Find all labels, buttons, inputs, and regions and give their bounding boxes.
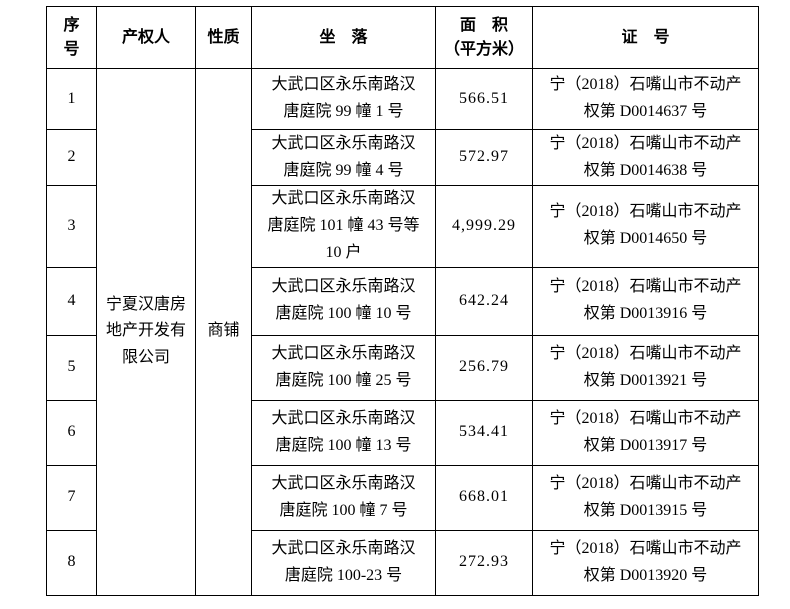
location-cell: 大武口区永乐南路汉 唐庭院 100 幢 10 号 (251, 266, 436, 336)
cert-cell: 宁（2018）石嘴山市不动产 权第 D0013915 号 (532, 464, 759, 531)
col-header-owner: 产权人 (96, 6, 196, 69)
col-header-cert: 证 号 (532, 6, 759, 69)
cert-cell: 宁（2018）石嘴山市不动产 权第 D0013916 号 (532, 266, 759, 336)
header-row: 序 号 产权人 性质 坐 落 面 积 （平方米） 证 号 (46, 6, 759, 69)
area-cell: 668.01 (435, 464, 533, 531)
area-cell: 256.79 (435, 334, 533, 401)
col-header-area: 面 积 （平方米） (435, 6, 533, 69)
row-index-cell: 1 (46, 68, 97, 130)
col-header-location: 坐 落 (251, 6, 436, 69)
area-cell: 4,999.29 (435, 185, 533, 268)
area-cell: 642.24 (435, 266, 533, 336)
row-index-cell: 3 (46, 185, 97, 268)
location-cell: 大武口区永乐南路汉 唐庭院 101 幢 43 号等 10 户 (251, 185, 436, 268)
document-page: 序 号 产权人 性质 坐 落 面 积 （平方米） 证 号 1 宁夏汉唐房 地产开发… (46, 6, 759, 596)
table-body: 1 宁夏汉唐房 地产开发有 限公司 商铺 大武口区永乐南路汉 唐庭院 99 幢 1 号… (46, 68, 759, 596)
row-index-cell: 5 (46, 334, 97, 401)
location-cell: 大武口区永乐南路汉 唐庭院 100-23 号 (251, 529, 436, 596)
table-header: 序 号 产权人 性质 坐 落 面 积 （平方米） 证 号 (46, 6, 759, 69)
area-cell: 566.51 (435, 68, 533, 130)
cert-cell: 宁（2018）石嘴山市不动产 权第 D0014650 号 (532, 185, 759, 268)
col-header-index: 序 号 (46, 6, 97, 69)
row-index-cell: 7 (46, 464, 97, 531)
location-cell: 大武口区永乐南路汉 唐庭院 100 幢 25 号 (251, 334, 436, 401)
row-index-cell: 8 (46, 529, 97, 596)
table-row: 4 大武口区永乐南路汉 唐庭院 100 幢 10 号 642.24 宁（2018）石嘴… (46, 266, 759, 336)
table-row: 3 大武口区永乐南路汉 唐庭院 101 幢 43 号等 10 户 4,999.29 宁… (46, 185, 759, 268)
col-header-nature: 性质 (195, 6, 252, 69)
owner-cell: 宁夏汉唐房 地产开发有 限公司 (96, 68, 196, 596)
table-row: 1 宁夏汉唐房 地产开发有 限公司 商铺 大武口区永乐南路汉 唐庭院 99 幢 1 号… (46, 68, 759, 596)
table-row: 2 大武口区永乐南路汉 唐庭院 99 幢 4 号 572.97 宁（2018）石嘴山市… (46, 129, 759, 186)
cert-cell: 宁（2018）石嘴山市不动产 权第 D0014637 号 (532, 68, 759, 130)
row-index-cell: 6 (46, 399, 97, 466)
location-cell: 大武口区永乐南路汉 唐庭院 99 幢 1 号 (251, 68, 436, 130)
table-row: 6 大武口区永乐南路汉 唐庭院 100 幢 13 号 534.41 宁（2018）石嘴… (46, 399, 759, 466)
cert-cell: 宁（2018）石嘴山市不动产 权第 D0013921 号 (532, 334, 759, 401)
cert-cell: 宁（2018）石嘴山市不动产 权第 D0014638 号 (532, 129, 759, 186)
nature-cell: 商铺 (195, 68, 252, 596)
row-index-cell: 2 (46, 129, 97, 186)
location-cell: 大武口区永乐南路汉 唐庭院 100 幢 7 号 (251, 464, 436, 531)
property-registry-table: 序 号 产权人 性质 坐 落 面 积 （平方米） 证 号 1 宁夏汉唐房 地产开发… (46, 6, 759, 596)
location-cell: 大武口区永乐南路汉 唐庭院 100 幢 13 号 (251, 399, 436, 466)
row-index-cell: 4 (46, 266, 97, 336)
area-cell: 272.93 (435, 529, 533, 596)
table-row: 8 大武口区永乐南路汉 唐庭院 100-23 号 272.93 宁（2018）石嘴山市… (46, 529, 759, 596)
cert-cell: 宁（2018）石嘴山市不动产 权第 D0013920 号 (532, 529, 759, 596)
cert-cell: 宁（2018）石嘴山市不动产 权第 D0013917 号 (532, 399, 759, 466)
table-row: 5 大武口区永乐南路汉 唐庭院 100 幢 25 号 256.79 宁（2018）石嘴… (46, 334, 759, 401)
area-cell: 572.97 (435, 129, 533, 186)
area-cell: 534.41 (435, 399, 533, 466)
location-cell: 大武口区永乐南路汉 唐庭院 99 幢 4 号 (251, 129, 436, 186)
